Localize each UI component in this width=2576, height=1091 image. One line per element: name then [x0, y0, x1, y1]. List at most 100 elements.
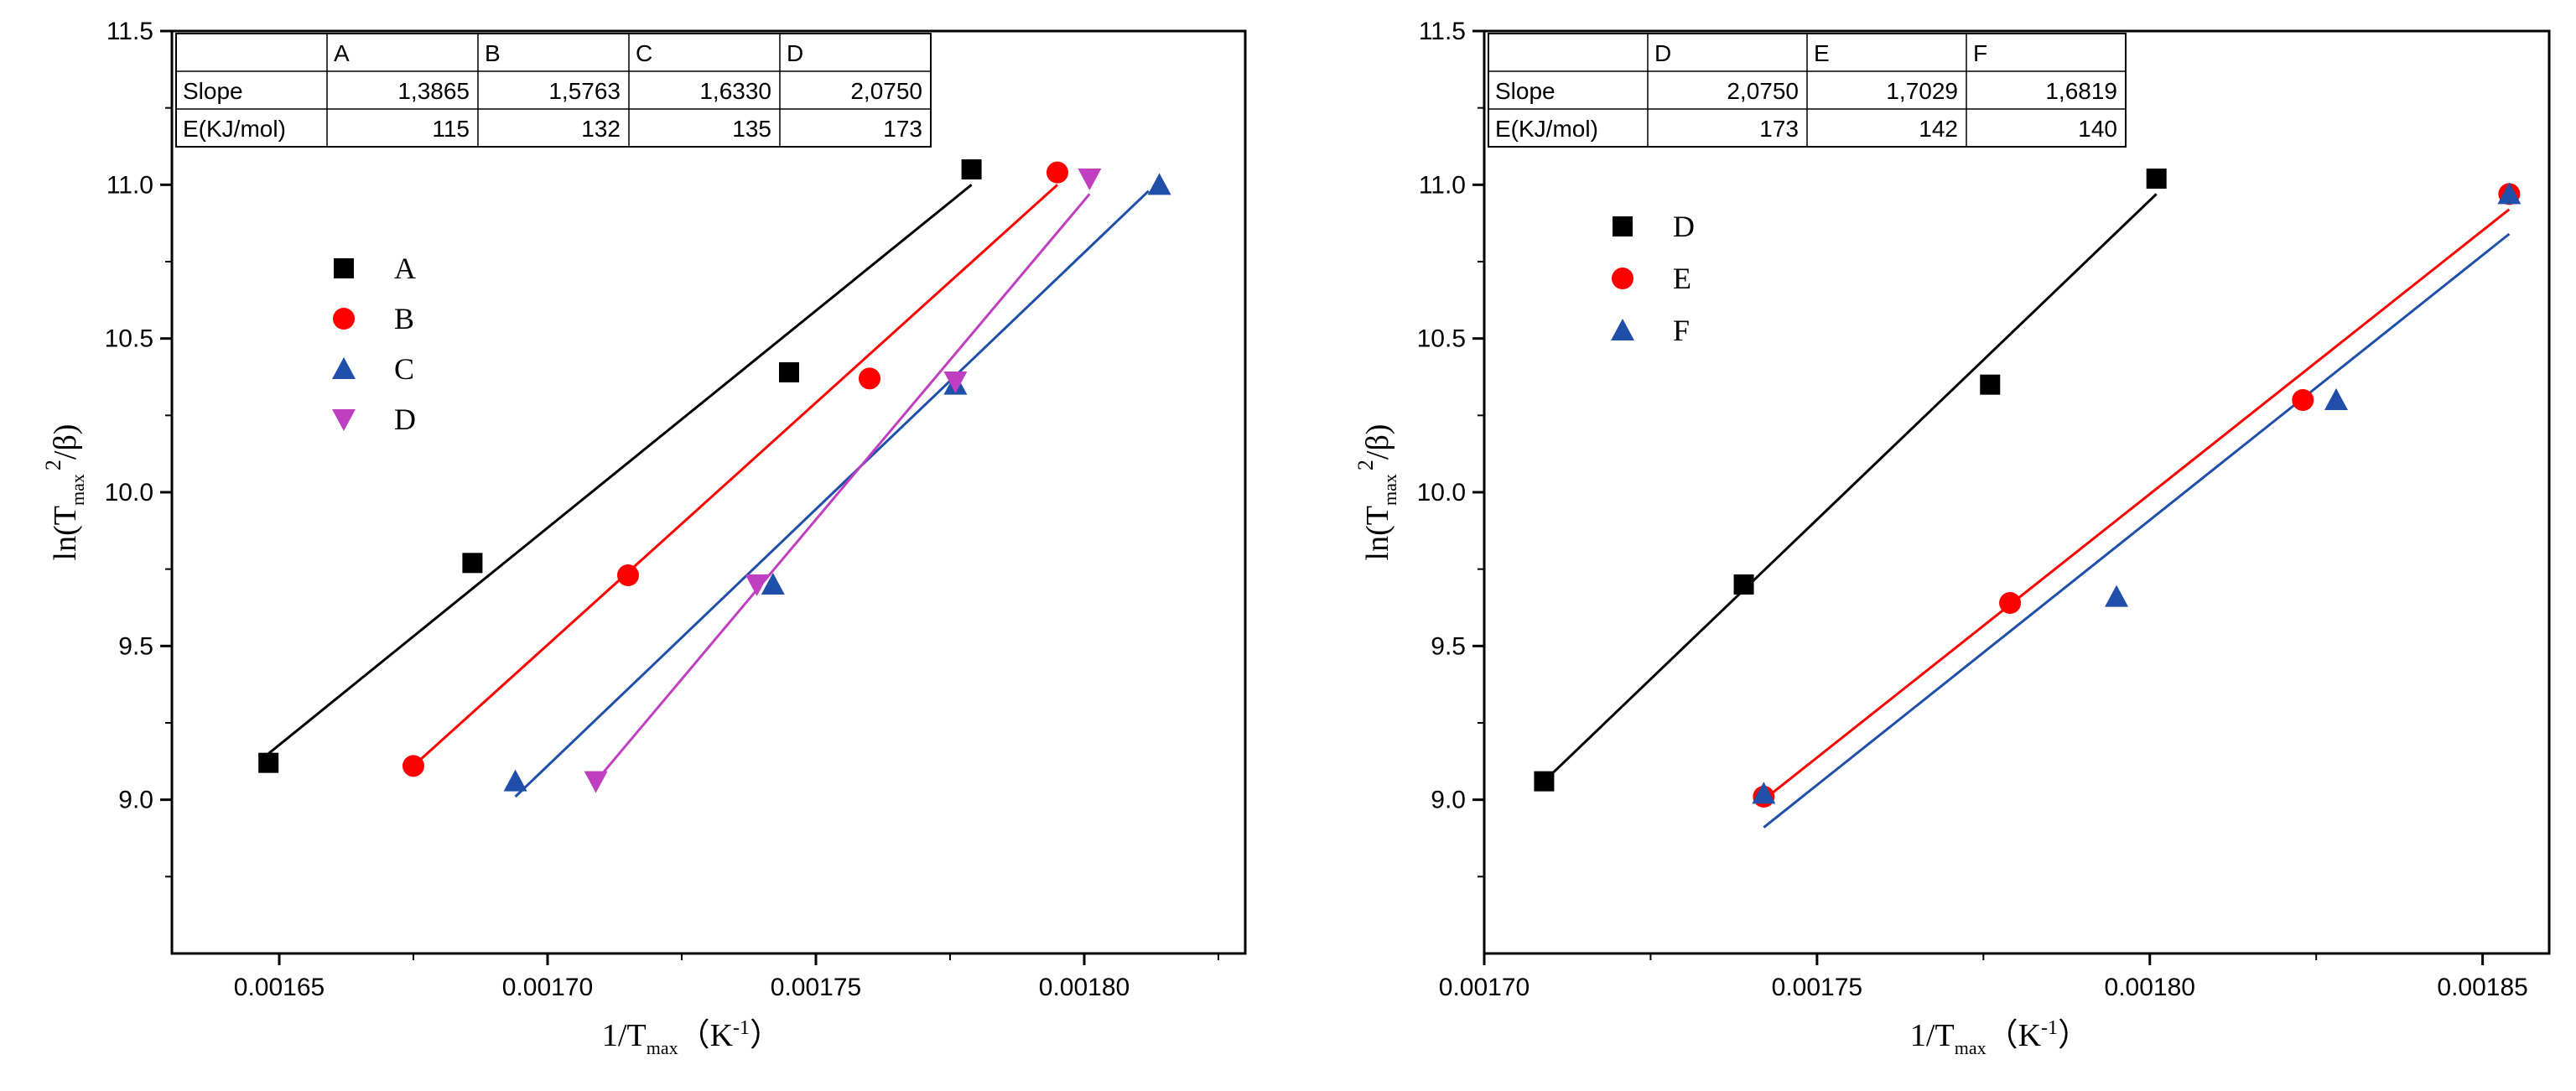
legend-marker-A [334, 258, 354, 278]
y-tick-label: 11.5 [1419, 18, 1466, 45]
table-cell: 1,6330 [699, 78, 771, 104]
point-B [617, 564, 639, 586]
table-cell: 115 [432, 116, 470, 142]
point-D [1534, 771, 1555, 792]
table-header-cell: D [1654, 40, 1671, 66]
x-axis-title-sub: max [1955, 1037, 1987, 1058]
y-tick-label: 9.0 [1431, 787, 1466, 814]
y-axis-title-sup: 2 [1353, 460, 1378, 470]
x-axis-title-unit-pre: （K [678, 1018, 734, 1053]
stats-table: A B C D Slope 1,3865 1,5763 1,6330 2,0750 E(KJ/mo… [175, 33, 932, 148]
y-tick-label: 10.0 [105, 479, 153, 507]
point-F [1752, 782, 1776, 804]
x-axis-title-unit-sup: -1 [733, 1017, 750, 1039]
y-axis-title-post: /β) [1360, 424, 1395, 460]
table-cell: E(KJ/mol) [183, 116, 286, 142]
table-header-cell: D [787, 40, 803, 66]
legend-label-E: E [1673, 262, 1691, 295]
y-axis-title-prefix: ln(T [48, 506, 83, 560]
plot-frame [1483, 29, 2551, 955]
table-cell: Slope [1495, 78, 1555, 104]
point-D [1733, 574, 1754, 595]
table-cell: 140 [2078, 116, 2117, 142]
point-C [503, 769, 527, 792]
right-chart: 9.0 9.5 10.0 10.5 11.0 11.5 0.00170 0.00175 0.00… [1353, 18, 2551, 1058]
table-cell: 132 [581, 116, 621, 142]
table-cell: 135 [732, 116, 771, 142]
point-D [1078, 169, 1102, 190]
legend-marker-B [333, 308, 355, 330]
table-cell: 173 [1759, 116, 1799, 142]
point-C [1147, 173, 1171, 195]
y-tick-label: 11.0 [1419, 171, 1466, 199]
table-cell: 1,6819 [2045, 78, 2117, 104]
table-header-cell: F [1973, 40, 1987, 66]
table-cell: 1,5763 [548, 78, 621, 104]
legend-label-B: B [394, 302, 414, 335]
x-axis-title-sub: max [647, 1037, 678, 1058]
stats-table: D E F Slope 2,0750 1,7029 1,6819 E(KJ/mol) 173 14… [1488, 33, 2127, 148]
y-tick-label: 10.5 [1417, 325, 1466, 353]
point-A [779, 362, 799, 382]
point-A [258, 752, 279, 773]
legend-label-D: D [1673, 210, 1695, 243]
legend-label-A: A [394, 252, 416, 285]
table-cell: E(KJ/mol) [1495, 116, 1598, 142]
y-axis-title-post: /β) [48, 424, 83, 460]
fit-line-E [1763, 208, 2511, 801]
legend-marker-D [332, 409, 356, 431]
fit-line-D [1543, 193, 2158, 782]
x-tick-label: 0.00165 [234, 974, 325, 1001]
y-tick-label: 11.0 [106, 171, 153, 199]
x-tick-label: 0.00170 [1439, 974, 1530, 1001]
table-cell: 2,0750 [850, 78, 922, 104]
y-tick-label: 10.5 [105, 325, 153, 353]
point-D [2146, 169, 2167, 189]
legend-marker-E [1612, 268, 1633, 289]
legend-marker-D [1613, 216, 1633, 236]
x-tick-label: 0.00170 [502, 974, 593, 1001]
left-chart: 9.0 9.5 10.0 10.5 11.0 11.5 0.00165 0.00170 0.00… [41, 18, 1247, 1058]
y-axis-title-sub: max [67, 474, 88, 506]
y-tick-label: 11.5 [106, 18, 153, 45]
point-A [961, 159, 982, 179]
point-D [584, 771, 608, 793]
y-axis-title-sub: max [1379, 474, 1400, 506]
point-D [943, 371, 968, 393]
legend-marker-C [332, 357, 356, 379]
y-tick-label: 9.5 [118, 632, 153, 660]
fit-line-A [267, 184, 973, 755]
point-F [2497, 182, 2521, 205]
x-axis-title-prefix: 1/T [602, 1018, 647, 1053]
x-axis-title-unit-post: ） [2058, 1018, 2090, 1053]
table-cell: 173 [883, 116, 922, 142]
point-B [402, 755, 424, 777]
point-B [1046, 161, 1068, 184]
table-border [175, 33, 932, 148]
y-tick-label: 9.5 [1431, 632, 1466, 660]
table-header-cell: B [485, 40, 501, 66]
x-tick-label: 0.00180 [1039, 974, 1130, 1001]
legend-label-D: D [394, 403, 416, 436]
table-header-cell: A [334, 40, 350, 66]
fit-line-B [412, 184, 1059, 767]
table-header-cell: C [636, 40, 652, 66]
y-tick-label: 10.0 [1417, 479, 1466, 507]
x-axis-title-prefix: 1/T [1910, 1018, 1955, 1053]
table-cell: 1,3865 [397, 78, 470, 104]
x-tick-label: 0.00175 [1772, 974, 1862, 1001]
point-E [1999, 592, 2022, 614]
legend-label-F: F [1673, 314, 1690, 347]
point-E [2292, 389, 2314, 411]
table-cell: Slope [183, 78, 243, 104]
x-axis-title-unit-sup: -1 [2041, 1017, 2058, 1039]
point-F [2324, 388, 2348, 410]
y-axis-title-prefix: ln(T [1360, 506, 1395, 560]
fit-line-D [595, 193, 1091, 782]
y-tick-label: 9.0 [118, 787, 153, 814]
y-axis-title: ln(Tmax2/β) [41, 424, 88, 561]
x-axis-title: 1/Tmax（K-1） [1910, 1017, 2090, 1058]
table-cell: 142 [1919, 116, 1958, 142]
x-tick-label: 0.00180 [2105, 974, 2195, 1001]
